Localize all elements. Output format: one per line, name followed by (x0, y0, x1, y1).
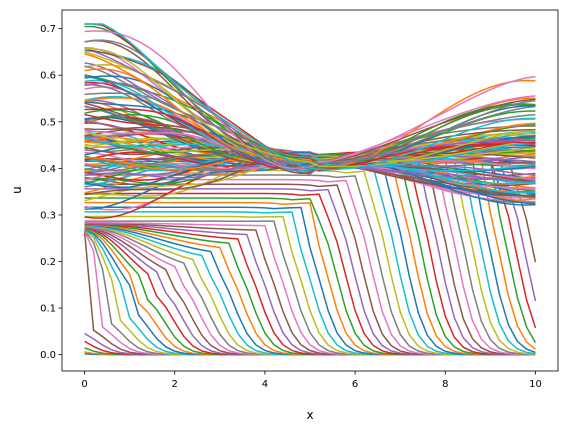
x-tick-label: 6 (352, 379, 358, 390)
y-tick-label: 0.2 (40, 257, 56, 268)
series-line (84, 79, 536, 172)
series-line (84, 39, 536, 167)
y-tick-label: 0.7 (40, 24, 56, 35)
series-layer (83, 23, 537, 356)
x-tick-label: 4 (262, 379, 268, 390)
series-line (84, 48, 536, 175)
series-line (84, 23, 536, 171)
series-line (84, 47, 536, 168)
y-tick-label: 0.4 (40, 164, 56, 175)
x-axis-label: x (306, 408, 313, 422)
y-axis-label: u (10, 186, 24, 194)
series-line (84, 74, 536, 173)
series-line (84, 68, 536, 171)
y-axis-ticks: 0.0 0.1 0.2 0.3 0.4 0.5 0.6 0.7 (40, 24, 62, 361)
x-tick-label: 2 (172, 379, 178, 390)
x-axis-ticks: 0 2 4 6 8 10 (81, 371, 542, 390)
y-tick-label: 0.6 (40, 71, 56, 82)
plot-frame (61, 9, 559, 372)
x-tick-label: 0 (81, 379, 87, 390)
y-tick-label: 0.3 (40, 210, 56, 221)
y-tick-label: 0.5 (40, 117, 56, 128)
series-line (84, 30, 536, 169)
y-tick-label: 0.1 (40, 304, 56, 315)
x-tick-label: 8 (442, 379, 448, 390)
x-tick-label: 10 (529, 379, 542, 390)
series-line (84, 48, 536, 175)
y-tick-label: 0.0 (40, 350, 56, 361)
